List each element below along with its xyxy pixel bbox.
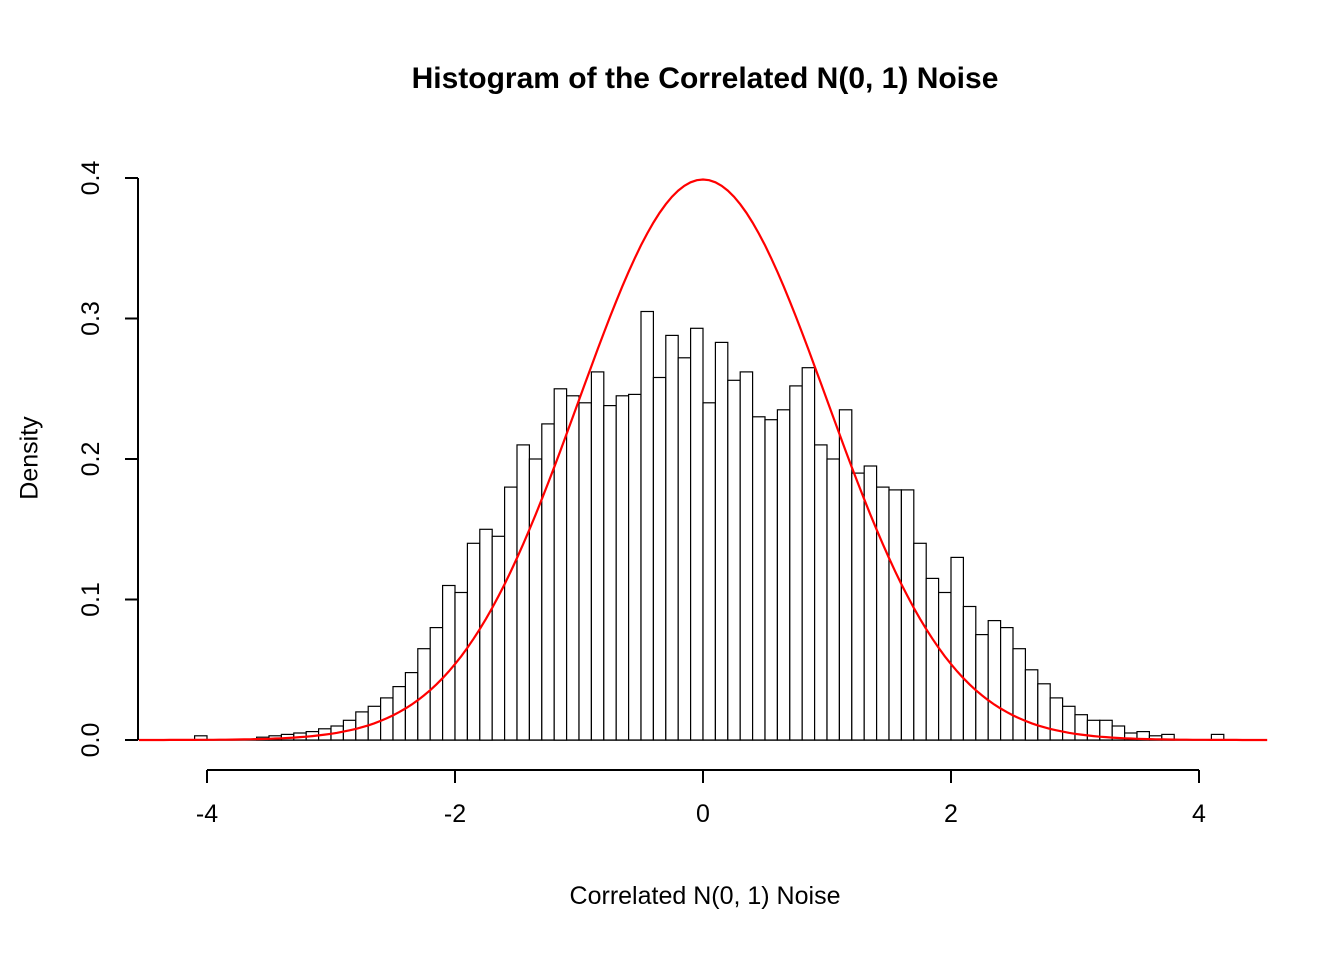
histogram-bar <box>565 395 580 741</box>
histogram-bar <box>925 577 940 741</box>
histogram-bar <box>603 405 617 741</box>
histogram-bar <box>813 444 828 741</box>
histogram-bar <box>479 528 493 741</box>
normal-density-curve <box>138 178 1268 742</box>
histogram-bar <box>714 341 729 741</box>
x-tick-label: 2 <box>944 800 958 828</box>
y-tick-label: 0.0 <box>77 723 105 758</box>
histogram-bar <box>888 489 902 741</box>
histogram-bar <box>640 310 654 741</box>
y-tick-label: 0.1 <box>77 582 105 617</box>
histogram-bar <box>1049 697 1064 741</box>
histogram-bar <box>727 379 741 741</box>
x-tick-label: -4 <box>196 800 218 828</box>
histogram-bar <box>665 334 679 741</box>
histogram-bar <box>913 542 927 741</box>
histogram-bar <box>491 535 506 741</box>
histogram-bar <box>1061 705 1076 741</box>
histogram-bar <box>504 486 518 741</box>
histogram-bar <box>776 409 791 741</box>
histogram-bar <box>962 605 977 741</box>
histogram-bar <box>615 395 630 741</box>
histogram-bar <box>937 591 952 741</box>
histogram-bar <box>975 633 989 741</box>
histogram-bar <box>851 472 865 741</box>
histogram-bar <box>677 357 692 741</box>
histogram-bar <box>1024 669 1039 741</box>
histogram-bar <box>1012 648 1026 741</box>
histogram-bar <box>466 542 481 741</box>
histogram-bar <box>987 619 1002 741</box>
histogram-bar <box>516 444 530 741</box>
chart-title: Histogram of the Correlated N(0, 1) Nois… <box>411 62 999 95</box>
x-axis-label: Correlated N(0, 1) Noise <box>569 882 841 910</box>
histogram-bar <box>627 393 642 741</box>
histogram-bar <box>702 402 716 741</box>
y-tick-label: 0.4 <box>77 161 105 196</box>
histogram-bar <box>801 367 816 741</box>
histogram-bar <box>826 458 840 741</box>
x-tick-label: -2 <box>444 800 466 828</box>
y-tick-label: 0.2 <box>77 442 105 477</box>
histogram-bar <box>1037 683 1051 741</box>
histogram-bar <box>751 416 766 741</box>
histogram-bar <box>875 486 890 741</box>
histogram-bar <box>652 376 667 741</box>
histogram-bar <box>764 419 778 741</box>
histogram-bar <box>442 584 456 741</box>
histogram-bar <box>863 465 878 741</box>
x-tick-label: 0 <box>696 800 710 828</box>
histogram-bar <box>689 327 704 741</box>
histogram-bar <box>578 402 592 741</box>
histogram-bar <box>789 385 803 741</box>
histogram-bar <box>590 371 605 741</box>
x-tick-label: 4 <box>1192 800 1206 828</box>
histogram-bar <box>739 371 754 741</box>
histogram-bar <box>454 591 468 741</box>
y-tick-label: 0.3 <box>77 301 105 336</box>
histogram-bar <box>900 489 915 741</box>
histogram-bar <box>999 626 1014 741</box>
y-axis-label: Density <box>15 416 44 500</box>
histogram-bar <box>950 556 964 741</box>
